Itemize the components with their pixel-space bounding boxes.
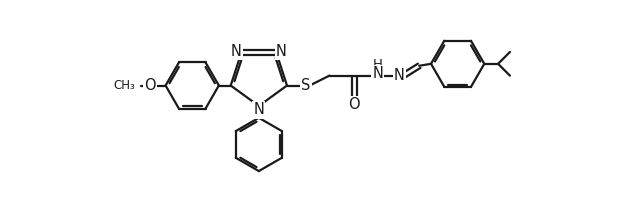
Text: N: N <box>231 44 242 59</box>
Text: N: N <box>253 102 264 117</box>
Text: N: N <box>394 68 405 83</box>
Text: O: O <box>144 78 156 93</box>
Text: N: N <box>372 66 383 81</box>
Text: H: H <box>373 58 383 71</box>
Text: S: S <box>301 78 310 93</box>
Text: CH₃: CH₃ <box>113 79 135 92</box>
Text: O: O <box>348 97 360 112</box>
Text: N: N <box>276 44 287 59</box>
